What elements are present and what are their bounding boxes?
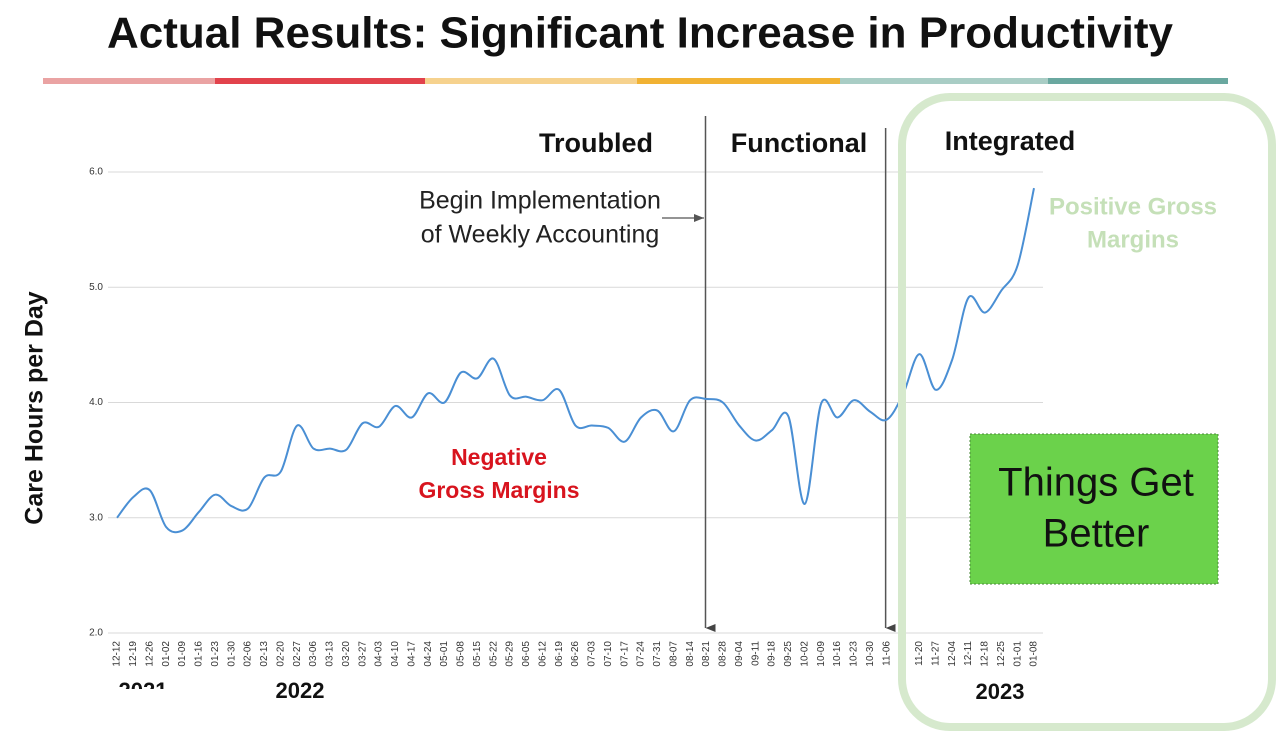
x-tick-label: 01-01: [1012, 641, 1023, 667]
x-tick-label: 06-05: [521, 641, 532, 667]
x-tick-label: 06-19: [554, 641, 565, 667]
x-tick-label: 12-19: [128, 641, 139, 667]
x-tick-label: 04-10: [390, 641, 401, 667]
y-tick-label: 5.0: [89, 282, 103, 293]
x-tick-label: 10-09: [816, 641, 827, 667]
x-tick-label: 03-13: [325, 641, 336, 667]
y-tick-label: 3.0: [89, 512, 103, 523]
x-tick-label: 08-07: [668, 641, 679, 667]
y-tick-label: 2.0: [89, 628, 103, 639]
callout-text: Better: [1043, 512, 1150, 556]
x-tick-label: 05-01: [439, 641, 450, 667]
callout-text: Things Get: [998, 461, 1194, 505]
annotation: Begin Implementation: [419, 187, 661, 215]
x-tick-label: 01-23: [210, 641, 221, 667]
x-tick-label: 04-03: [374, 641, 385, 667]
year-label: 2022: [276, 678, 325, 703]
year-clip: 2021: [119, 678, 168, 703]
x-tick-label: 11-06: [881, 641, 892, 666]
x-tick-label: 04-17: [406, 641, 417, 667]
x-tick-label: 07-17: [619, 641, 630, 667]
annotation: Positive Gross: [1049, 193, 1217, 220]
x-tick-label: 12-26: [144, 641, 155, 667]
annotation: Gross Margins: [418, 477, 579, 503]
x-tick-label: 10-16: [832, 641, 843, 667]
x-tick-label: 09-11: [750, 641, 761, 666]
x-tick-label: 12-18: [980, 641, 991, 667]
x-tick-label: 10-02: [799, 641, 810, 667]
plot: 2.0 3.0 4.0 5.0 6.0 12-12 12-19 12-26 01-02 01-09…: [89, 116, 1043, 667]
x-tick-label: 07-24: [636, 641, 647, 667]
x-tick-label: 01-02: [161, 641, 172, 667]
x-tick-label: 05-08: [456, 641, 467, 667]
y-tick-label: 4.0: [89, 397, 103, 408]
color-stripe: [43, 78, 1228, 84]
x-tick-label: 08-14: [685, 641, 696, 667]
x-tick-label: 08-28: [718, 641, 729, 667]
year-label: 2021: [119, 678, 168, 703]
x-tick-label: 07-03: [587, 641, 598, 667]
x-tick-label: 03-20: [341, 641, 352, 667]
x-tick-label: 09-18: [767, 641, 778, 667]
x-tick-label: 01-30: [226, 641, 237, 667]
x-tick-label: 07-31: [652, 641, 663, 667]
stripe-segment: [1048, 78, 1228, 84]
x-tick-label: 04-24: [423, 641, 434, 667]
annotation: Negative: [451, 444, 547, 470]
phase-label: Functional: [731, 128, 868, 158]
stripe-segment: [43, 78, 215, 84]
x-tick-label: 10-23: [849, 641, 860, 667]
x-tick-label: 06-12: [537, 641, 548, 667]
x-tick-label: 03-27: [357, 641, 368, 667]
x-tick-label: 02-06: [243, 641, 254, 667]
x-tick-label: 11-27: [930, 641, 941, 666]
x-tick-label: 05-29: [505, 641, 516, 667]
year-label: 2023: [976, 679, 1025, 704]
x-tick-label: 06-26: [570, 641, 581, 667]
stripe-segment: [637, 78, 840, 84]
x-tick-label: 12-12: [112, 641, 123, 667]
integrated-frame: [898, 93, 1276, 731]
x-tick-label: 12-04: [947, 641, 958, 667]
x-tick-label: 07-10: [603, 641, 614, 667]
y-axis-label: Care Hours per Day: [21, 291, 49, 525]
data-line: [116, 187, 1035, 534]
slide-title: Actual Results: Significant Increase in …: [107, 9, 1174, 58]
x-tick-label: 05-15: [472, 641, 483, 667]
x-tick-label: 02-27: [292, 641, 303, 667]
x-tick-label: 08-21: [701, 641, 712, 667]
x-tick-label: 09-04: [734, 641, 745, 667]
x-tick-label: 01-09: [177, 641, 188, 667]
x-tick-label: 09-25: [783, 641, 794, 667]
x-tick-label: 10-30: [865, 641, 876, 667]
phase-label: Integrated: [945, 126, 1076, 156]
annotation: of Weekly Accounting: [421, 221, 660, 249]
y-tick-label: 6.0: [89, 167, 103, 178]
x-tick-label: 01-16: [194, 641, 205, 667]
annotation: Margins: [1087, 226, 1179, 253]
stripe-segment: [840, 78, 1048, 84]
x-tick-label: 02-20: [275, 641, 286, 667]
phase-label: Troubled: [539, 128, 653, 158]
x-tick-label: 05-22: [488, 641, 499, 667]
stripe-segment: [425, 78, 637, 84]
stripe-segment: [215, 78, 425, 84]
x-tick-label: 12-25: [996, 641, 1007, 667]
x-tick-label: 03-06: [308, 641, 319, 667]
callout-box: [969, 433, 1219, 585]
x-tick-label: 01-08: [1029, 641, 1040, 667]
x-tick-label: 12-11: [963, 641, 974, 666]
x-tick-label: 11-20: [914, 641, 925, 666]
x-tick-label: 02-13: [259, 641, 270, 667]
